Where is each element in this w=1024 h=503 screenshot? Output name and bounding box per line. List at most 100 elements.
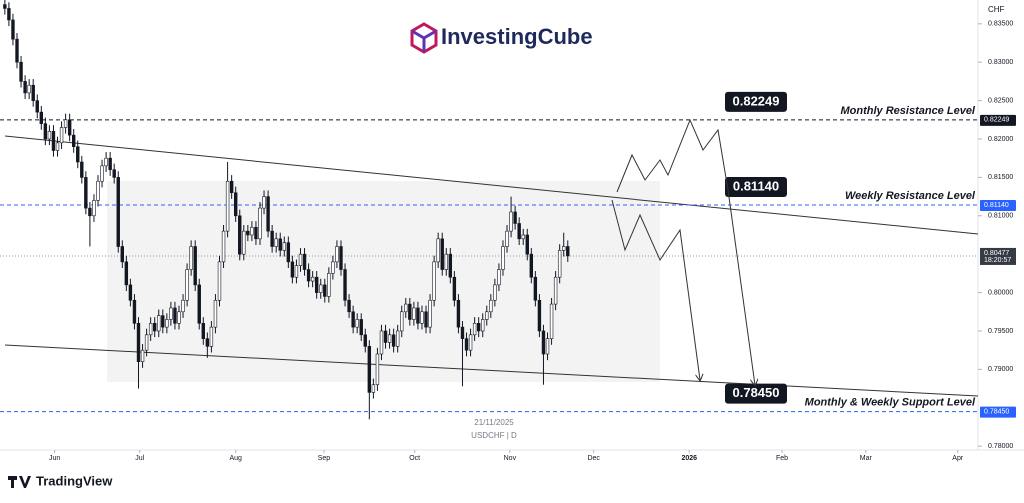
candle-body — [124, 261, 129, 286]
x-tick-label: Feb — [776, 455, 788, 462]
candle-body — [55, 142, 60, 151]
level-callout: 0.82249 — [733, 93, 780, 108]
candle-body — [80, 161, 84, 178]
candle-body — [140, 349, 145, 362]
logo-icon — [411, 29, 437, 52]
y-tick-label: 0.79000 — [988, 366, 1013, 373]
candle-body — [517, 223, 521, 240]
candle-body — [363, 334, 367, 347]
candle-body — [19, 61, 23, 82]
candle-body — [92, 200, 96, 217]
candle-body — [302, 253, 307, 270]
x-tick-label: Apr — [952, 455, 964, 462]
candle-body — [339, 246, 343, 270]
candle-body — [177, 311, 181, 324]
candle-body — [408, 303, 412, 320]
candle-body — [298, 253, 303, 266]
x-tick-label: Jul — [135, 455, 144, 462]
candle-body — [513, 211, 517, 224]
candle-body — [395, 330, 400, 347]
candle-body — [416, 307, 420, 324]
candle-body — [323, 284, 327, 297]
candle-body — [460, 326, 465, 339]
candle-body — [51, 131, 56, 151]
candle-body — [165, 319, 169, 328]
candle-body — [314, 276, 319, 293]
candle-body — [355, 319, 359, 328]
candle-body — [161, 315, 165, 328]
level-axis-box — [980, 200, 1016, 212]
candle-body — [233, 192, 238, 217]
candle-body — [553, 276, 558, 305]
candle-body — [489, 299, 493, 313]
candle-body — [456, 299, 461, 328]
candle-body — [424, 311, 428, 328]
symbol-label: USDCHF | D — [471, 431, 517, 440]
level-callout-box — [725, 177, 787, 198]
candle-body — [120, 246, 125, 263]
candle-body — [383, 330, 388, 343]
brand: TradingView — [8, 473, 113, 488]
candle-body — [375, 353, 380, 386]
candle-body — [100, 165, 104, 182]
candle-body — [148, 322, 153, 336]
candle-body — [533, 276, 538, 301]
candle-body — [63, 119, 68, 128]
candle-body — [387, 334, 392, 343]
candle-body — [197, 284, 201, 324]
candle-body — [136, 322, 141, 362]
candle-body — [112, 169, 116, 178]
candle-body — [169, 307, 173, 320]
candle-body — [537, 299, 542, 332]
date-label: 21/11/2025 — [474, 418, 514, 427]
lower-trendline — [4, 344, 979, 397]
candle-body — [23, 81, 27, 94]
y-tick-label: 0.83000 — [988, 59, 1013, 66]
candle-body — [47, 131, 52, 140]
candle-body — [238, 215, 242, 255]
candle-body — [189, 246, 193, 270]
level-axis-box — [980, 406, 1016, 418]
level-callout-box — [725, 383, 787, 404]
candle-body — [173, 307, 177, 324]
candle-body — [294, 265, 299, 278]
candle-body — [525, 234, 529, 255]
candle-body — [327, 273, 331, 297]
y-tick-label: 0.81500 — [988, 174, 1013, 181]
x-tick-label: Dec — [587, 455, 600, 462]
candle-body — [84, 177, 88, 209]
candle-body — [59, 127, 64, 144]
candle-body — [132, 299, 137, 324]
level-callout: 0.78450 — [733, 385, 780, 400]
candle-body — [274, 238, 278, 247]
candle-body — [116, 177, 120, 247]
candle-body — [67, 119, 72, 136]
candle-body — [371, 384, 376, 393]
candle-body — [278, 238, 282, 251]
candle-body — [157, 315, 161, 332]
candle-body — [282, 242, 286, 251]
candle-body — [72, 134, 76, 147]
level-callout: 0.81140 — [733, 178, 779, 193]
candle-body — [254, 227, 258, 240]
level-name: Weekly Resistance Level — [845, 190, 976, 202]
candle-body — [270, 230, 274, 247]
range-box — [107, 181, 660, 382]
upper-trendline — [4, 135, 979, 235]
candle-body — [509, 211, 513, 232]
candle-body — [545, 338, 550, 355]
candle-body — [76, 146, 80, 163]
candle-body — [181, 299, 185, 313]
candle-body — [497, 269, 501, 286]
candle-body — [221, 230, 226, 263]
candle-body — [432, 261, 436, 301]
candle-body — [27, 84, 31, 94]
last-price-label: 0.80477 — [984, 250, 1009, 257]
candle-body — [359, 319, 363, 336]
projection-path — [611, 199, 700, 380]
candle-body — [452, 276, 457, 301]
currency-label: CHF — [988, 5, 1005, 14]
candle-body — [367, 346, 372, 393]
candle-body — [209, 326, 214, 347]
